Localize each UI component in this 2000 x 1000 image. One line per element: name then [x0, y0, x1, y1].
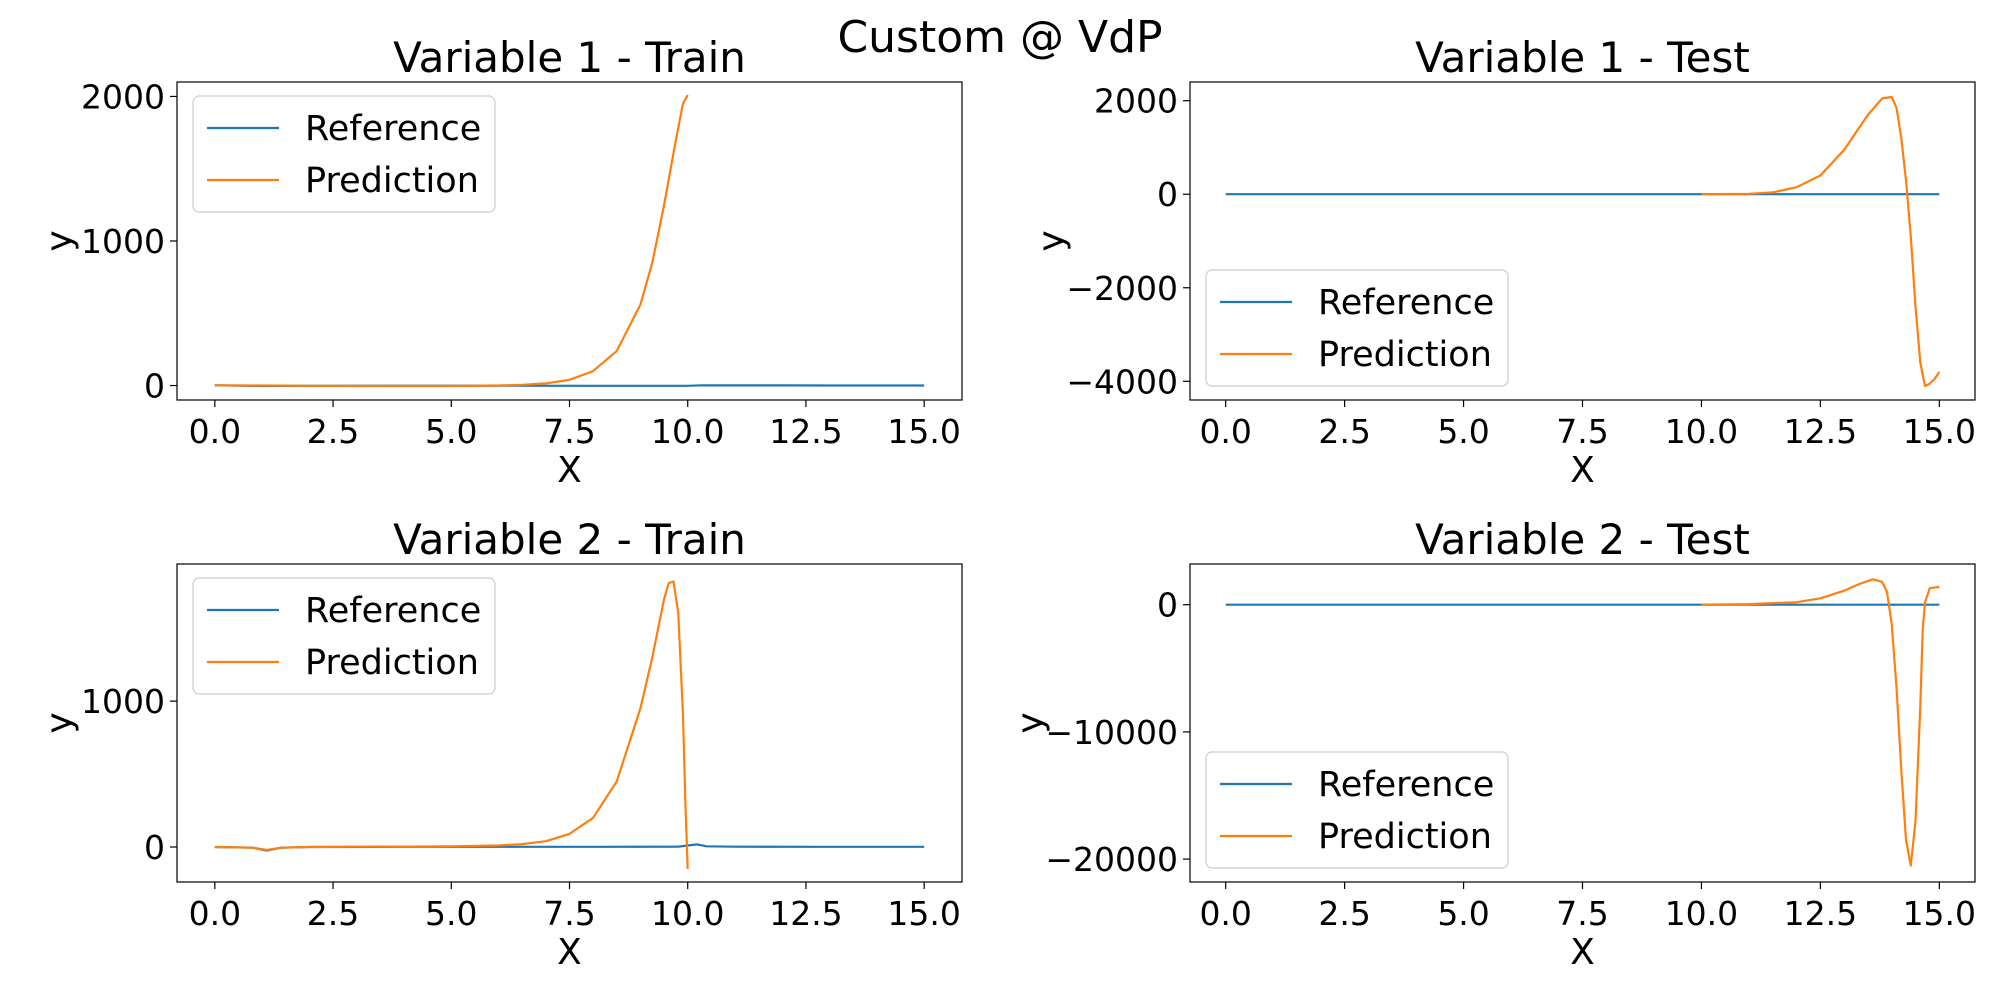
y-tick-label: 0: [1157, 175, 1178, 214]
y-tick-label: −20000: [1045, 840, 1178, 879]
x-tick-label: 7.5: [1556, 412, 1608, 451]
x-tick-label: 7.5: [543, 894, 595, 933]
y-axis-label: y: [1031, 230, 1072, 251]
x-tick-label: 2.5: [307, 412, 359, 451]
x-tick-label: 10.0: [1665, 412, 1738, 451]
x-tick-label: 12.5: [1784, 894, 1857, 933]
x-tick-label: 2.5: [307, 894, 359, 933]
y-tick-label: 2000: [81, 77, 165, 116]
legend-box: [192, 577, 496, 695]
legend-label-reference: Reference: [305, 591, 481, 631]
legend-label-reference: Reference: [1318, 283, 1494, 323]
x-tick-label: 5.0: [1437, 412, 1489, 451]
subplot-2: 0.0 2.5 5.0 7.5 10.0 12.5 15.0 2000 0 −2000 −4000 V…: [1031, 33, 1976, 491]
legend-box: [1205, 269, 1509, 387]
x-tick-label: 15.0: [887, 412, 960, 451]
y-tick-label: −10000: [1045, 713, 1178, 752]
y-axis-label: y: [39, 712, 80, 733]
series-line-prediction: [1701, 95, 1941, 388]
x-tick-label: 2.5: [1318, 894, 1370, 933]
subplot-1: 0.0 2.5 5.0 7.5 10.0 12.5 15.0 0 1000 2000 Variabl…: [39, 33, 963, 491]
legend: Reference Prediction: [1205, 751, 1509, 869]
x-tick-label: 0.0: [1199, 412, 1251, 451]
x-axis-label: X: [1570, 932, 1595, 973]
y-tick-label: −2000: [1066, 269, 1178, 308]
x-tick-label: 15.0: [1903, 412, 1976, 451]
legend: Reference Prediction: [192, 577, 496, 695]
legend-label-prediction: Prediction: [1318, 335, 1492, 375]
subplot-3: 0.0 2.5 5.0 7.5 10.0 12.5 15.0 0 1000 Variable 2 …: [39, 515, 963, 973]
legend-label-reference: Reference: [1318, 765, 1494, 805]
x-tick-label: 10.0: [1665, 894, 1738, 933]
y-axis-label: y: [1010, 712, 1051, 733]
legend-label-prediction: Prediction: [305, 643, 479, 683]
y-tick-label: 0: [1157, 586, 1178, 625]
series-line-prediction: [214, 580, 689, 869]
subplot-grid: 0.0 2.5 5.0 7.5 10.0 12.5 15.0 0 1000 2000 Variabl…: [39, 33, 1976, 973]
x-tick-label: 0.0: [1199, 894, 1251, 933]
subplot-title: Variable 1 - Test: [1415, 33, 1750, 82]
x-tick-label: 10.0: [651, 894, 724, 933]
x-tick-label: 5.0: [425, 412, 477, 451]
series-line-prediction: [1701, 578, 1940, 867]
y-tick-label: 1000: [81, 222, 165, 261]
subplot-title: Variable 1 - Train: [393, 33, 746, 82]
subplot-4: 0.0 2.5 5.0 7.5 10.0 12.5 15.0 0 −10000 −20000 Var…: [1010, 515, 1976, 973]
y-tick-label: 1000: [81, 682, 165, 721]
x-tick-label: 5.0: [1437, 894, 1489, 933]
x-tick-label: 15.0: [1903, 894, 1976, 933]
series-line-prediction: [214, 94, 689, 388]
legend: Reference Prediction: [192, 95, 496, 213]
x-tick-label: 0.0: [189, 894, 241, 933]
legend-box: [192, 95, 496, 213]
x-tick-label: 0.0: [189, 412, 241, 451]
y-axis-label: y: [39, 230, 80, 251]
subplot-title: Variable 2 - Test: [1415, 515, 1750, 564]
x-tick-label: 10.0: [651, 412, 724, 451]
x-axis-label: X: [557, 932, 582, 973]
figure-suptitle: Custom @ VdP: [837, 12, 1162, 63]
x-tick-label: 7.5: [543, 412, 595, 451]
x-tick-label: 5.0: [425, 894, 477, 933]
x-tick-label: 12.5: [769, 412, 842, 451]
x-axis-label: X: [557, 450, 582, 491]
x-tick-label: 12.5: [769, 894, 842, 933]
y-tick-label: −4000: [1066, 362, 1178, 401]
legend-label-prediction: Prediction: [305, 161, 479, 201]
x-tick-label: 2.5: [1318, 412, 1370, 451]
x-tick-label: 12.5: [1784, 412, 1857, 451]
y-tick-label: 0: [144, 828, 165, 867]
y-tick-label: 2000: [1094, 82, 1178, 121]
x-tick-label: 15.0: [887, 894, 960, 933]
x-axis-label: X: [1570, 450, 1595, 491]
legend-box: [1205, 751, 1509, 869]
legend: Reference Prediction: [1205, 269, 1509, 387]
legend-label-reference: Reference: [305, 109, 481, 149]
x-tick-label: 7.5: [1556, 894, 1608, 933]
y-tick-label: 0: [144, 367, 165, 406]
legend-label-prediction: Prediction: [1318, 817, 1492, 857]
subplot-title: Variable 2 - Train: [393, 515, 746, 564]
